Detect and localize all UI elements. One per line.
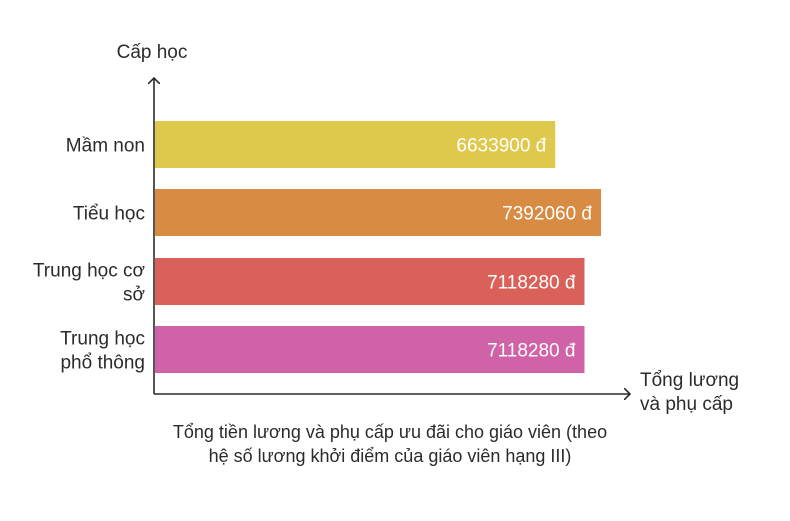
- category-label-2-line-0: Trung học cơ: [33, 261, 145, 282]
- x-axis-label: Tổng lương và phụ cấp: [640, 370, 744, 415]
- y-axis-label: Cấp học: [117, 42, 188, 63]
- category-label-3-line-1: phổ thông: [60, 353, 145, 374]
- category-label-1: Tiểu học: [73, 204, 145, 225]
- category-label-3: Trung học phổ thông: [60, 329, 145, 374]
- category-label-3-line-0: Trung học: [60, 329, 145, 350]
- bar-3: [155, 326, 585, 373]
- chart-caption: Tổng tiền lương và phụ cấp ưu đãi cho gi…: [172, 422, 608, 466]
- category-label-0-line-0: Mầm non: [66, 136, 145, 157]
- category-label-2: Trung học cơ sở: [33, 261, 145, 306]
- x-axis-label-line-2: và phụ cấp: [640, 394, 733, 415]
- bar-value-label-0: 6633900 đ: [456, 136, 546, 157]
- bar-2: [155, 258, 585, 305]
- category-label-0: Mầm non: [66, 136, 145, 157]
- category-label-2-line-1: sở: [123, 285, 145, 306]
- bar-value-label-2: 7118280 đ: [487, 273, 576, 294]
- bar-1: [155, 189, 601, 236]
- category-label-1-line-0: Tiểu học: [73, 204, 145, 225]
- bar-0: [155, 121, 556, 168]
- bar-value-label-1: 7392060 đ: [502, 204, 592, 225]
- bar-value-label-3: 7118280 đ: [487, 341, 576, 362]
- x-axis-label-line-1: Tổng lương: [640, 370, 739, 391]
